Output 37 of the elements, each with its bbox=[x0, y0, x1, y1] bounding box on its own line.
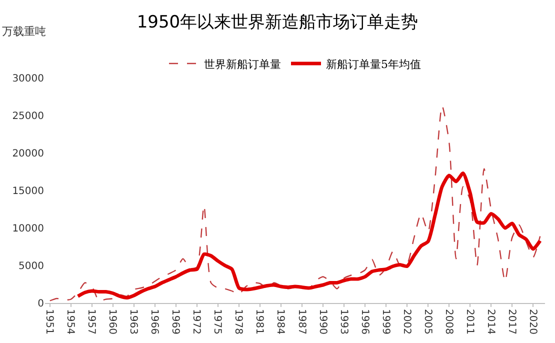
legend-label: 世界新船订单量 bbox=[204, 58, 281, 71]
x-tick-label: 2008 bbox=[442, 309, 454, 334]
x-tick-label: 1990 bbox=[316, 309, 328, 334]
line-series bbox=[76, 172, 542, 300]
x-tick-label: 1999 bbox=[380, 309, 391, 334]
x-tick-label: 2020 bbox=[526, 309, 538, 334]
legend-label: 新船订单量5年均值 bbox=[326, 58, 421, 71]
line-series bbox=[49, 105, 541, 302]
x-tick-label: 1969 bbox=[170, 309, 181, 334]
y-tick-label: 15000 bbox=[12, 186, 44, 197]
x-tick-label: 1987 bbox=[296, 309, 307, 334]
y-tick-label: 10000 bbox=[12, 224, 44, 234]
x-tick-label: 1984 bbox=[274, 309, 286, 334]
x-tick-label: 1954 bbox=[64, 309, 76, 334]
x-tick-label: 1981 bbox=[254, 309, 265, 334]
x-tick-label: 2002 bbox=[400, 309, 412, 334]
x-tick-label: 1966 bbox=[148, 309, 160, 334]
x-tick-label: 2014 bbox=[484, 309, 496, 334]
x-tick-label: 2017 bbox=[506, 309, 517, 334]
y-axis-title: 万载重吨 bbox=[2, 25, 46, 38]
y-tick-label: 25000 bbox=[12, 111, 44, 122]
x-tick-label: 2011 bbox=[464, 309, 475, 334]
x-tick-label: 1957 bbox=[86, 309, 97, 334]
x-tick-label: 1951 bbox=[44, 309, 55, 334]
x-tick-label: 1975 bbox=[212, 309, 223, 334]
x-tick-label: 1993 bbox=[338, 309, 349, 334]
y-tick-label: 0 bbox=[38, 298, 44, 310]
x-tick-label: 1972 bbox=[190, 309, 202, 334]
x-tick-label: 1963 bbox=[128, 309, 139, 334]
y-tick-label: 5000 bbox=[18, 261, 44, 272]
x-tick-label: 1996 bbox=[358, 309, 370, 334]
x-tick-label: 2005 bbox=[422, 309, 433, 334]
x-tick-label: 1960 bbox=[106, 309, 118, 334]
y-tick-label: 20000 bbox=[12, 148, 44, 160]
chart-title: 1950年以来世界新造船市场订单走势 bbox=[136, 12, 418, 32]
x-tick-label: 1978 bbox=[232, 309, 244, 334]
y-tick-label: 30000 bbox=[12, 74, 44, 84]
